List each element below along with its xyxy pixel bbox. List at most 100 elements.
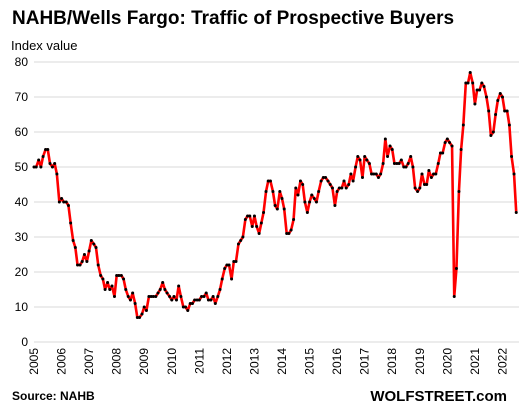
- data-point: [124, 288, 128, 291]
- data-point: [285, 232, 289, 235]
- y-tick-label: 80: [15, 55, 29, 69]
- data-point: [190, 302, 194, 305]
- data-point: [34, 165, 38, 169]
- data-point: [367, 162, 371, 165]
- data-point: [135, 316, 139, 319]
- data-point: [383, 137, 387, 141]
- data-point: [443, 141, 447, 144]
- x-tick-label: 2005: [27, 348, 41, 375]
- data-point: [82, 253, 86, 256]
- data-point: [354, 165, 358, 169]
- data-point: [119, 274, 123, 277]
- data-point: [161, 281, 165, 284]
- data-point: [78, 263, 82, 267]
- data-point: [197, 298, 201, 302]
- data-point: [115, 274, 119, 277]
- data-point: [278, 190, 282, 193]
- x-tick-label: 2009: [137, 348, 151, 375]
- data-point: [418, 186, 422, 190]
- data-point: [32, 165, 36, 169]
- data-point: [512, 172, 516, 176]
- data-point: [487, 109, 491, 113]
- data-point: [110, 284, 114, 288]
- y-tick-label: 40: [15, 195, 29, 209]
- data-point: [386, 155, 390, 158]
- data-point: [64, 200, 68, 204]
- data-point: [349, 172, 353, 176]
- y-tick-label: 60: [15, 125, 29, 139]
- data-point: [388, 144, 392, 148]
- data-point: [409, 155, 413, 158]
- data-point: [328, 183, 332, 186]
- data-point: [416, 190, 420, 193]
- data-point: [99, 274, 103, 277]
- data-point: [266, 179, 270, 183]
- data-point: [144, 309, 148, 312]
- brand-label: WOLFSTREET.com: [370, 388, 507, 405]
- data-point: [402, 165, 406, 169]
- data-point: [505, 109, 509, 113]
- data-point: [294, 186, 298, 190]
- data-point: [321, 176, 325, 179]
- data-point: [484, 95, 488, 99]
- data-point: [206, 298, 210, 302]
- data-point: [507, 123, 511, 127]
- data-point: [133, 302, 137, 305]
- x-tick-label: 2006: [55, 348, 69, 375]
- data-point: [434, 172, 438, 176]
- series-layer: [32, 71, 518, 319]
- data-point: [44, 148, 48, 151]
- data-point: [73, 246, 77, 249]
- data-point: [271, 190, 275, 193]
- data-point: [163, 288, 167, 291]
- data-point: [360, 176, 364, 179]
- x-tick-label: 2015: [303, 348, 317, 375]
- x-tick-label: 2008: [110, 348, 124, 375]
- data-point: [268, 179, 272, 183]
- data-point: [239, 239, 243, 242]
- data-point: [445, 137, 449, 141]
- x-tick-label: 2018: [385, 348, 399, 375]
- data-point: [298, 179, 302, 183]
- data-point: [296, 193, 300, 197]
- data-point: [140, 312, 144, 316]
- data-point: [333, 204, 337, 207]
- data-point: [500, 95, 504, 99]
- data-point: [494, 113, 498, 116]
- data-point: [397, 162, 401, 165]
- data-point: [195, 298, 199, 302]
- x-tick-labels: 2005 2006 2007 2008 2009 2010 2011 2012 2013 2014…: [27, 348, 509, 375]
- data-point: [184, 305, 188, 309]
- data-point: [57, 200, 61, 204]
- data-point: [438, 151, 442, 155]
- y-tick-label: 0: [21, 335, 28, 349]
- data-point: [420, 172, 424, 176]
- data-point: [330, 186, 334, 190]
- data-point: [292, 218, 296, 221]
- data-point: [275, 207, 279, 211]
- data-point: [399, 158, 403, 162]
- data-point: [257, 232, 261, 235]
- data-point: [287, 232, 291, 235]
- data-point: [457, 190, 461, 193]
- data-point: [413, 186, 417, 190]
- data-point: [452, 295, 456, 298]
- data-point: [305, 211, 309, 214]
- data-point: [459, 148, 463, 151]
- data-point: [496, 99, 500, 102]
- data-point: [406, 162, 410, 165]
- data-point: [101, 277, 105, 281]
- data-point: [289, 228, 293, 232]
- data-point: [365, 158, 369, 162]
- data-point: [381, 162, 385, 165]
- data-point: [211, 295, 215, 298]
- data-point: [422, 183, 426, 186]
- data-point: [80, 260, 84, 263]
- data-point: [514, 211, 518, 214]
- data-point: [510, 155, 514, 158]
- x-tick-label: 2016: [330, 348, 344, 375]
- data-point: [122, 277, 126, 281]
- data-point: [213, 302, 217, 305]
- data-point: [170, 298, 174, 302]
- x-tick-label: 2017: [358, 348, 372, 375]
